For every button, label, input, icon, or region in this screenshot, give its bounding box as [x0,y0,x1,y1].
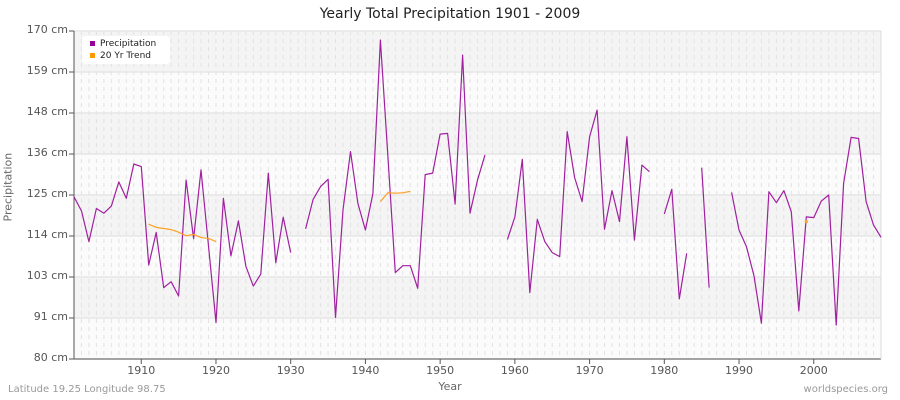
y-tick-label: 136 cm [26,146,68,159]
y-tick-label: 91 cm [33,310,68,323]
vertical-gridlines [73,31,882,359]
x-tick-label: 1940 [351,364,380,377]
x-tick-label: 1910 [127,364,156,377]
x-tick-label: 2000 [799,364,828,377]
y-tick-label: 103 cm [26,269,68,282]
y-tick-label: 159 cm [26,64,68,77]
trend-line [148,190,808,243]
x-tick-label: 1980 [650,364,679,377]
x-tick-label: 1960 [500,364,529,377]
horizontal-gridlines [74,30,881,360]
legend: Precipitation 20 Yr Trend [82,36,170,64]
precipitation-line [73,39,882,326]
x-axis-label: Year [438,380,462,393]
chart-title: Yearly Total Precipitation 1901 - 2009 [319,6,581,22]
y-tick-label: 125 cm [26,187,68,200]
y-tick-label: 80 cm [33,351,68,364]
y-axis-label: Precipitation [1,152,15,222]
x-tick-label: 1920 [201,364,230,377]
legend-item-trend[interactable]: 20 Yr Trend [90,50,151,62]
source-caption[interactable]: worldspecies.org [803,384,888,395]
precipitation-swatch-icon [90,41,95,46]
trend-swatch-icon [90,53,95,58]
axes [69,30,882,364]
location-caption: Latitude 19.25 Longitude 98.75 [8,384,166,395]
legend-label: 20 Yr Trend [100,51,152,61]
x-tick-label: 1990 [725,364,754,377]
y-tick-label: 148 cm [26,105,68,118]
x-tick-label: 1970 [575,364,604,377]
legend-item-precipitation[interactable]: Precipitation [90,38,156,50]
y-tick-label: 114 cm [26,228,68,241]
x-tick-label: 1930 [276,364,305,377]
x-tick-label: 1950 [426,364,455,377]
y-tick-label: 170 cm [26,23,68,36]
legend-label: Precipitation [100,39,157,49]
